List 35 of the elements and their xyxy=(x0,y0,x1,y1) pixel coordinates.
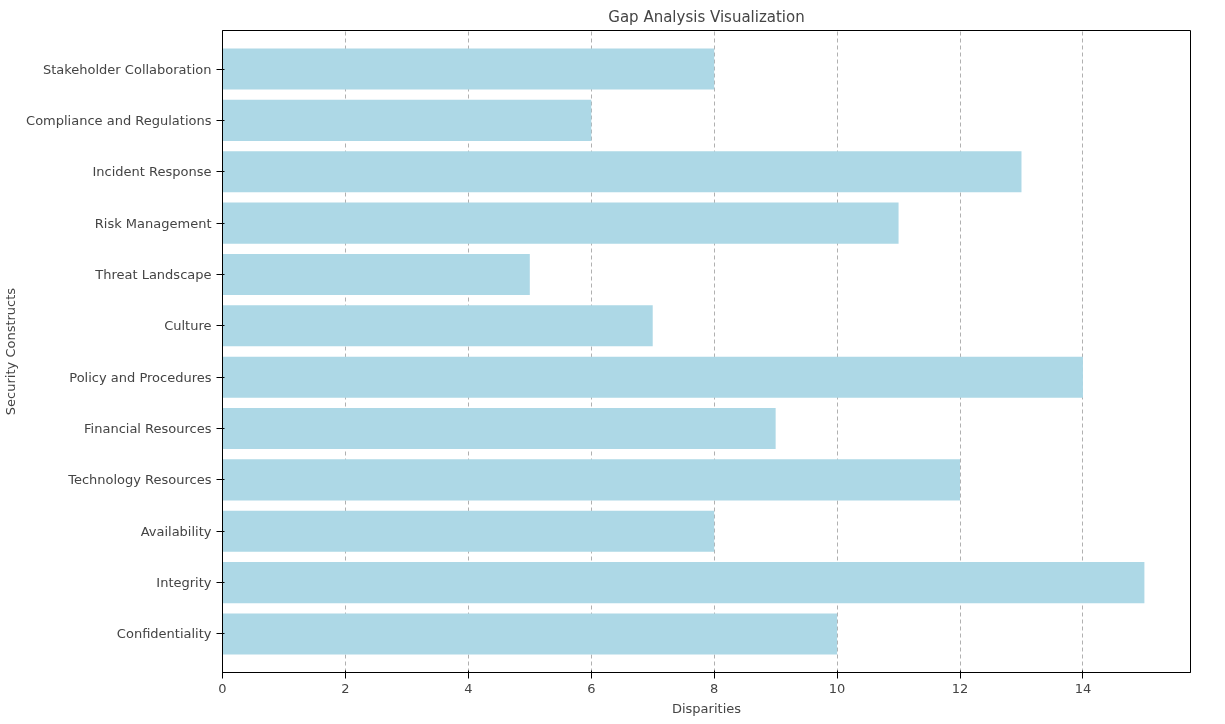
bar xyxy=(222,459,961,501)
bar xyxy=(222,408,776,450)
y-tick-label: Compliance and Regulations xyxy=(26,112,212,128)
y-tick-label: Culture xyxy=(164,318,212,334)
bar xyxy=(222,99,592,141)
x-tick-label: 14 xyxy=(1074,680,1092,696)
x-tick-label: 0 xyxy=(218,680,227,696)
bar xyxy=(222,510,715,552)
x-axis-title: Disparities xyxy=(671,700,742,716)
y-tick-label: Threat Landscape xyxy=(94,266,212,282)
bar xyxy=(222,305,653,347)
bar xyxy=(222,562,1145,604)
y-tick-label: Financial Resources xyxy=(84,421,212,437)
x-tick-label: 8 xyxy=(710,680,719,696)
bar xyxy=(222,253,530,295)
x-tick-label: 10 xyxy=(828,680,846,696)
bar xyxy=(222,202,899,244)
y-tick-label: Policy and Procedures xyxy=(69,369,212,385)
y-tick-label: Incident Response xyxy=(92,164,212,180)
bar xyxy=(222,356,1083,398)
y-tick-label: Integrity xyxy=(156,575,212,591)
y-tick-label: Stakeholder Collaboration xyxy=(42,61,212,77)
x-tick-label: 12 xyxy=(951,680,969,696)
chart-title: Gap Analysis Visualization xyxy=(608,7,805,26)
x-tick-label: 6 xyxy=(587,680,596,696)
y-tick-label: Risk Management xyxy=(94,215,212,231)
x-tick-label: 2 xyxy=(341,680,350,696)
bar xyxy=(222,151,1022,193)
x-tick-label: 4 xyxy=(464,680,473,696)
bar xyxy=(222,48,715,90)
y-tick-label: Technology Resources xyxy=(67,472,212,488)
bar xyxy=(222,613,838,655)
y-tick-label: Availability xyxy=(140,523,212,539)
y-tick-label: Confidentiality xyxy=(116,626,212,642)
y-axis-title: Security Constructs xyxy=(3,287,19,416)
